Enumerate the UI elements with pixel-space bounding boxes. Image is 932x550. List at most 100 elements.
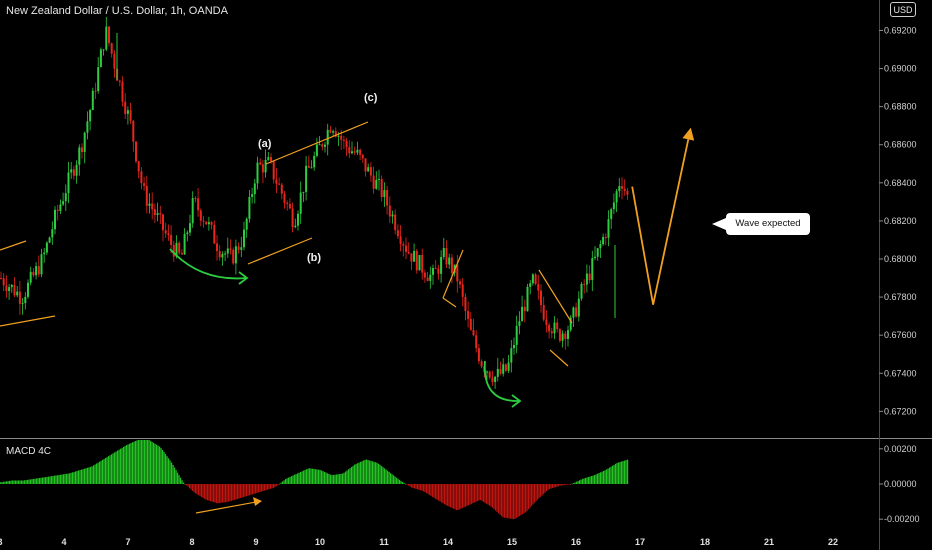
candle-body <box>70 169 73 173</box>
macd-bar <box>301 471 303 484</box>
macd-bar <box>478 484 480 501</box>
macd-bar <box>322 471 324 484</box>
candle-body <box>499 368 502 374</box>
macd-bar <box>340 473 342 484</box>
macd-bar <box>150 440 152 484</box>
macd-bar <box>37 478 39 484</box>
macd-bar <box>528 484 530 510</box>
macd-bar <box>28 479 30 484</box>
macd-bar <box>277 484 279 485</box>
macd-bar <box>129 443 131 484</box>
macd-bar <box>181 480 183 484</box>
curved-arrow-1-head <box>238 271 249 285</box>
macd-bar <box>540 484 542 497</box>
macd-bar <box>394 476 396 484</box>
macd-bar <box>349 468 351 484</box>
candle-body <box>0 278 2 280</box>
macd-bar <box>87 467 89 484</box>
candle-body <box>591 258 594 281</box>
macd-bar <box>238 484 240 499</box>
macd-bar <box>279 483 281 485</box>
macd-bar <box>25 480 27 484</box>
macd-bar <box>297 473 299 484</box>
macd-bar <box>280 482 282 484</box>
macd-bar <box>226 484 228 502</box>
macd-bar <box>522 484 524 515</box>
macd-bar <box>591 476 593 484</box>
macd-bar <box>216 484 218 504</box>
macd-bar <box>30 479 32 484</box>
macd-bar <box>165 454 167 484</box>
candle-body <box>259 162 262 165</box>
candle-body <box>302 191 305 193</box>
macd-bar <box>147 440 149 484</box>
candle-body <box>5 285 8 291</box>
macd-bar <box>51 476 53 484</box>
candle-body <box>567 330 569 339</box>
macd-bar <box>378 463 380 484</box>
time-tick-label: 18 <box>700 537 710 547</box>
candle-body <box>345 140 348 148</box>
macd-bar <box>393 475 395 484</box>
candle-body <box>8 287 11 291</box>
candle-body <box>229 248 232 250</box>
macd-bar <box>466 484 468 506</box>
candle-body <box>191 198 194 224</box>
candle-body <box>326 129 329 145</box>
candle-body <box>151 203 154 210</box>
time-axis[interactable]: 3 4 7 8 9 10 11 14 15 16 17 18 21 22 <box>0 537 838 547</box>
macd-bar <box>364 459 366 484</box>
price-tick-label: 0.68200 <box>884 216 917 226</box>
macd-bar <box>63 474 65 484</box>
macd-bar <box>588 476 590 484</box>
candle-body <box>523 306 526 312</box>
currency-badge[interactable]: USD <box>890 2 916 17</box>
macd-bar <box>436 484 438 500</box>
macd-bar <box>124 445 126 484</box>
macd-bar <box>22 480 24 484</box>
candle-body <box>488 371 491 378</box>
macd-bar <box>160 447 162 484</box>
price-axis[interactable]: 0.69200 0.69000 0.68800 0.68600 0.68400 0.682… <box>879 25 917 416</box>
candle-body <box>459 281 461 285</box>
wave-label-c: (c) <box>364 92 378 104</box>
macd-bar <box>42 477 44 484</box>
pattern-lines <box>0 121 573 514</box>
macd-axis[interactable]: 0.00200 0.00000 -0.00200 <box>879 444 920 524</box>
macd-bar <box>372 461 374 484</box>
candle-body <box>216 243 218 252</box>
macd-bar <box>507 484 509 519</box>
macd-bar <box>223 484 225 503</box>
macd-bar <box>231 484 233 501</box>
candle-body <box>618 186 621 192</box>
candle-body <box>40 254 43 275</box>
candle-body <box>24 296 27 304</box>
macd-bar <box>84 468 86 484</box>
candle-body <box>442 248 445 257</box>
macd-bar <box>427 484 429 495</box>
candle-body <box>461 284 464 297</box>
candle-body <box>526 286 529 312</box>
candle-body <box>307 165 310 168</box>
macd-bar <box>426 484 428 494</box>
macd-bar <box>486 484 488 504</box>
candle-body <box>221 253 224 258</box>
green-arrows <box>169 248 522 408</box>
macd-bar <box>627 459 629 484</box>
macd-bar <box>345 471 347 484</box>
macd-indicator-label[interactable]: MACD 4C <box>6 446 52 457</box>
macd-bar <box>334 474 336 484</box>
macd-bar <box>91 466 93 484</box>
candle-body <box>396 230 399 237</box>
candle-body <box>337 135 340 137</box>
forecast-path <box>631 127 695 305</box>
candle-body <box>513 344 515 349</box>
macd-bar <box>610 466 612 484</box>
time-tick-label: 16 <box>571 537 581 547</box>
time-tick-label: 15 <box>507 537 517 547</box>
macd-bar <box>622 461 624 484</box>
macd-bar <box>385 469 387 484</box>
macd-tick-label: -0.00200 <box>884 514 920 524</box>
candle-body <box>423 272 426 278</box>
